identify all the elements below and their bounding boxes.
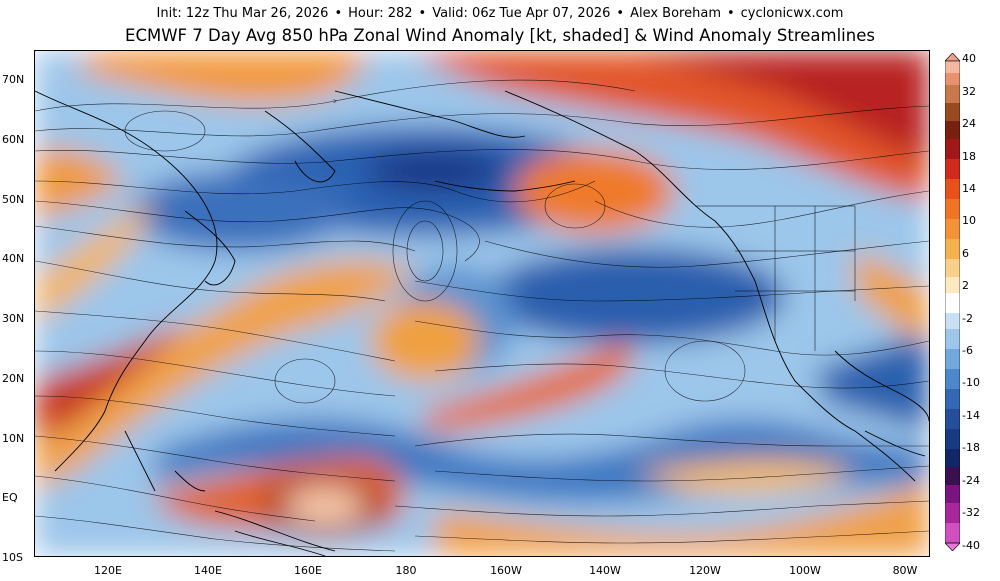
colorbar-label: -10 <box>962 376 980 389</box>
lat-label: 10N <box>2 432 25 445</box>
map-title: ECMWF 7 Day Avg 850 hPa Zonal Wind Anoma… <box>125 26 875 45</box>
colorbar-label: -32 <box>962 506 980 519</box>
lat-label: EQ <box>2 491 18 504</box>
map-canvas <box>35 51 929 556</box>
separator: • <box>418 6 427 21</box>
streamlines <box>35 79 929 552</box>
colorbar-label: -18 <box>962 441 980 454</box>
run-info: Init: 12z Thu Mar 26, 2026 • Hour: 282 • Val… <box>0 6 1000 22</box>
lat-label: 60N <box>2 133 25 146</box>
colorbar-label: 18 <box>962 150 976 163</box>
forecast-hour: Hour: 282 <box>348 6 413 21</box>
valid-time: Valid: 06z Tue Apr 07, 2026 <box>432 6 611 21</box>
coastlines <box>35 90 929 556</box>
colorbar <box>945 53 960 551</box>
colorbar-label: 6 <box>962 247 969 260</box>
website: cyclonicwx.com <box>740 6 844 21</box>
lat-label: 40N <box>2 252 25 265</box>
author: Alex Boreham <box>630 6 721 21</box>
colorbar-label: 14 <box>962 182 976 195</box>
lon-label: 180 <box>395 564 417 577</box>
lat-label: 70N <box>2 73 25 86</box>
colorbar-label: -14 <box>962 409 980 422</box>
colorbar-label: 2 <box>962 279 969 292</box>
lat-label: 50N <box>2 193 25 206</box>
colorbar-label: 10 <box>962 214 976 227</box>
lon-label: 100W <box>789 564 821 577</box>
lon-label: 160E <box>294 564 322 577</box>
colorbar-label: -40 <box>962 539 980 552</box>
colorbar-label: -6 <box>962 344 973 357</box>
anomaly-shading <box>35 51 929 556</box>
colorbar-label: 40 <box>962 52 976 65</box>
lon-label: 120E <box>94 564 122 577</box>
colorbar-label: 24 <box>962 117 976 130</box>
wind-anomaly-map <box>34 50 930 557</box>
lat-label: 30N <box>2 312 25 325</box>
separator: • <box>334 6 343 21</box>
lon-label: 120W <box>689 564 721 577</box>
lat-label: 10S <box>2 551 23 564</box>
colorbar-label: -2 <box>962 312 973 325</box>
separator: • <box>726 6 735 21</box>
separator: • <box>616 6 625 21</box>
lat-label: 20N <box>2 372 25 385</box>
lon-label: 140W <box>589 564 621 577</box>
lon-label: 140E <box>194 564 222 577</box>
lon-label: 160W <box>490 564 522 577</box>
colorbar-label: 32 <box>962 85 976 98</box>
colorbar-label: -24 <box>962 474 980 487</box>
political-borders <box>695 205 856 351</box>
init-time: Init: 12z Thu Mar 26, 2026 <box>156 6 329 21</box>
lon-label: 80W <box>892 564 918 577</box>
